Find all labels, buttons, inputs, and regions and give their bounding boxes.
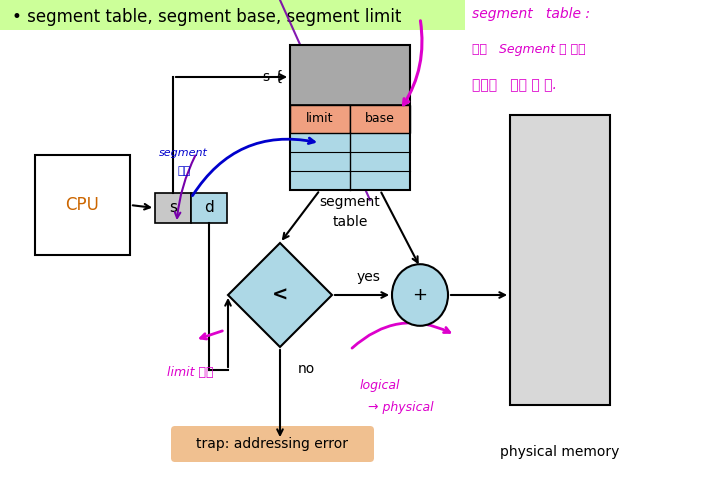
- Text: logical: logical: [360, 378, 401, 391]
- Text: segment
table: segment table: [320, 195, 380, 229]
- Bar: [155, 193, 191, 223]
- Bar: [290, 45, 410, 190]
- FancyBboxPatch shape: [171, 426, 374, 462]
- Bar: [0, 0, 465, 30]
- Text: yes: yes: [357, 270, 381, 284]
- Bar: [191, 193, 227, 223]
- Bar: [510, 115, 610, 405]
- Bar: [290, 45, 410, 105]
- Text: segment   table :: segment table :: [472, 7, 590, 21]
- Text: physical memory: physical memory: [500, 445, 619, 459]
- Text: +: +: [412, 286, 427, 304]
- Text: CPU: CPU: [66, 196, 100, 214]
- Text: d: d: [204, 201, 214, 215]
- Text: 각각   Segment 에 대한: 각각 Segment 에 대한: [472, 43, 586, 56]
- Text: 번호: 번호: [177, 166, 191, 176]
- Text: no: no: [298, 362, 316, 376]
- Text: segment: segment: [160, 148, 208, 158]
- Bar: [35, 155, 130, 255]
- Bar: [290, 105, 350, 133]
- Text: base: base: [365, 112, 395, 125]
- Text: • segment table, segment base, segment limit: • segment table, segment base, segment l…: [12, 8, 401, 26]
- Text: limit 초과: limit 초과: [167, 365, 213, 378]
- Bar: [290, 133, 410, 190]
- Text: trap: addressing error: trap: addressing error: [196, 437, 349, 451]
- Ellipse shape: [392, 264, 448, 326]
- Text: <: <: [271, 285, 288, 305]
- Bar: [350, 105, 410, 133]
- Text: s: s: [169, 201, 177, 215]
- Text: limit: limit: [306, 112, 334, 125]
- Text: 정보를   담고 있 다.: 정보를 담고 있 다.: [472, 78, 557, 92]
- Text: → physical: → physical: [368, 402, 434, 415]
- Text: s {: s {: [263, 70, 283, 84]
- Polygon shape: [228, 243, 332, 347]
